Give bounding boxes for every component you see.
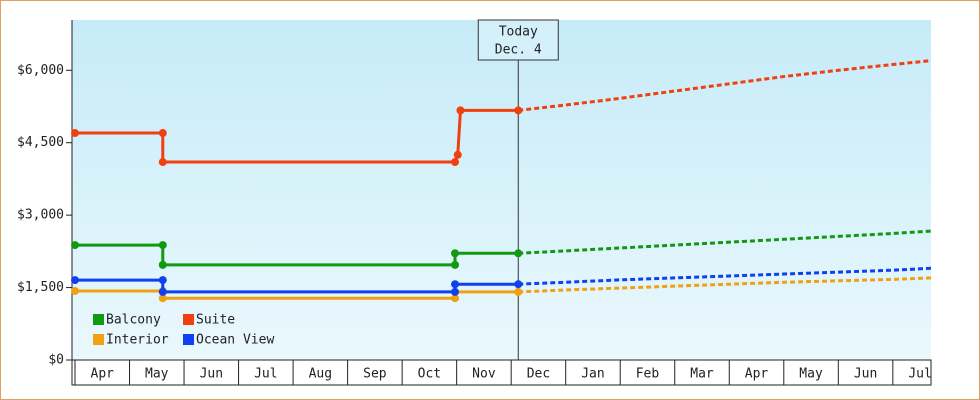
y-tick-label: $4,500 — [17, 135, 64, 150]
point — [158, 294, 167, 303]
point — [451, 280, 460, 289]
point — [451, 294, 460, 303]
point — [451, 158, 460, 167]
legend-swatch — [93, 334, 104, 345]
x-tick-label: Sep — [363, 367, 387, 382]
legend-label: Ocean View — [196, 333, 274, 348]
x-tick-label: Apr — [745, 367, 769, 382]
legend-swatch — [93, 314, 104, 325]
legend-label: Interior — [106, 333, 169, 348]
x-tick-label: Apr — [91, 367, 115, 382]
x-tick-label: Aug — [309, 367, 332, 382]
point — [158, 260, 167, 269]
x-tick-label: May — [799, 367, 823, 382]
y-tick-label: $0 — [48, 353, 64, 368]
point — [451, 287, 460, 296]
point — [71, 129, 79, 138]
x-tick-label: May — [145, 367, 169, 382]
x-tick-label: Nov — [472, 367, 496, 382]
point — [71, 241, 79, 250]
point — [71, 276, 79, 285]
x-tick-label: Jul — [908, 367, 931, 382]
y-tick-label: $3,000 — [17, 208, 64, 223]
x-tick-label: Dec — [527, 367, 550, 382]
legend-label: Suite — [196, 313, 235, 328]
series-line — [75, 243, 519, 267]
today-label: Today — [499, 25, 538, 40]
today-box — [477, 19, 559, 61]
x-tick-label: Jun — [200, 367, 223, 382]
today-label: Dec. 4 — [495, 43, 542, 58]
point — [453, 150, 462, 159]
x-tick-label: Jan — [581, 367, 604, 382]
y-tick-label: $6,000 — [17, 63, 64, 78]
x-tick-label: Jul — [254, 367, 277, 382]
point — [451, 249, 460, 258]
point — [158, 241, 167, 250]
point — [514, 249, 523, 258]
projection-line — [518, 59, 932, 112]
projection-line — [518, 266, 932, 286]
point — [514, 106, 523, 115]
legend-swatch — [183, 314, 194, 325]
point — [158, 287, 167, 296]
x-tick-label: Jun — [854, 367, 877, 382]
point — [158, 158, 167, 167]
legend-label: Balcony — [106, 313, 161, 328]
x-axis-band — [71, 359, 932, 386]
point — [71, 286, 79, 295]
point — [456, 106, 465, 115]
point — [158, 129, 167, 138]
y-tick-label: $1,500 — [17, 280, 64, 295]
point — [451, 260, 460, 269]
legend-swatch — [183, 334, 194, 345]
series-line — [75, 289, 519, 300]
x-tick-label: Feb — [636, 367, 660, 382]
point — [514, 287, 523, 296]
x-tick-label: Mar — [690, 367, 714, 382]
x-tick-label: Oct — [418, 367, 441, 382]
point — [514, 280, 523, 289]
series-line — [75, 278, 519, 294]
plot-area — [72, 20, 931, 360]
point — [158, 276, 167, 285]
projection-line — [518, 276, 932, 294]
projection-line — [518, 229, 932, 255]
